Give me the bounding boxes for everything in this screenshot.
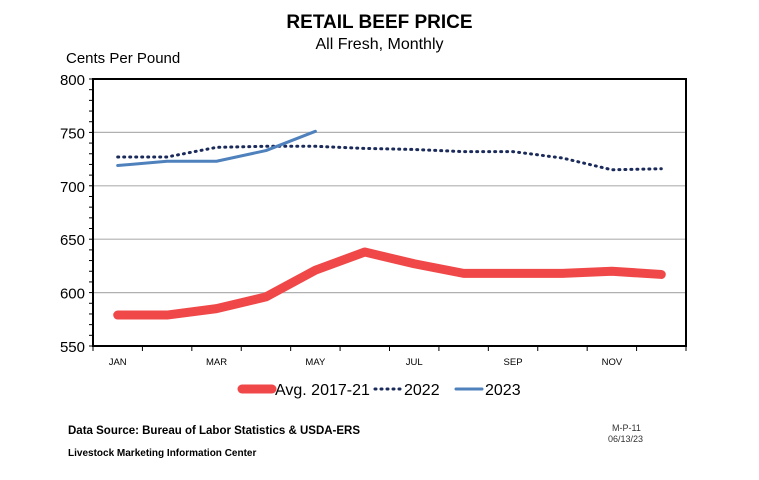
x-tick-label: MAY	[305, 357, 326, 368]
chart-date: 06/13/23	[608, 434, 644, 444]
x-tick-label: MAR	[206, 357, 227, 368]
y-tick-label: 600	[60, 286, 85, 303]
y-tick-label: 700	[60, 179, 85, 196]
legend-label: 2023	[485, 382, 521, 399]
y-tick-label: 550	[60, 339, 85, 356]
x-tick-label: JUL	[406, 357, 423, 368]
y-tick-label: 750	[60, 125, 85, 142]
chart-subtitle: All Fresh, Monthly	[315, 36, 444, 53]
plot-frame	[92, 78, 687, 347]
y-tick-label: 800	[60, 72, 85, 89]
chart-title: RETAIL BEEF PRICE	[286, 12, 473, 33]
chart-code: M-P-11	[612, 423, 641, 433]
x-tick-label: NOV	[602, 357, 623, 368]
series-line-2022	[116, 144, 663, 172]
y-tick-label: 650	[60, 232, 85, 249]
x-tick-label: JAN	[109, 357, 127, 368]
data-source: Data Source: Bureau of Labor Statistics …	[68, 425, 361, 437]
y-axis-label: Cents Per Pound	[66, 50, 181, 67]
legend-label: 2022	[404, 382, 440, 399]
series-line-avg-2017-21	[113, 247, 666, 320]
x-tick-label: SEP	[504, 357, 523, 368]
organization: Livestock Marketing Information Center	[68, 448, 257, 459]
legend-label: Avg. 2017-21	[275, 382, 370, 399]
series-line-2023	[116, 129, 317, 168]
